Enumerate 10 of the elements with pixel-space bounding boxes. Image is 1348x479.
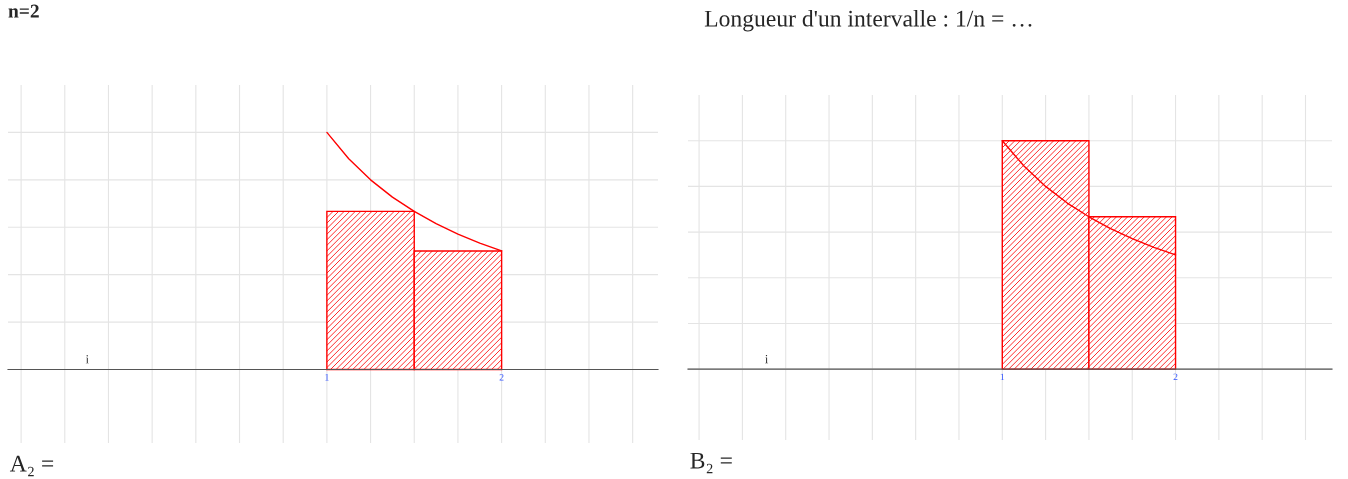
- chart-title: n=2: [8, 4, 39, 18]
- x-tick-label: 1: [1000, 373, 1005, 381]
- chart-title: Longueur d'un intervalle : 1/n = …: [704, 10, 1032, 32]
- x-tick-label: 2: [1173, 373, 1178, 381]
- x-tick-label: 2: [499, 373, 504, 381]
- text: A₂ =: [9, 455, 54, 477]
- annotation: i: [85, 355, 89, 364]
- text: B₂ =: [690, 452, 732, 474]
- annotation: i: [765, 354, 769, 364]
- x-tick-label: 1: [325, 374, 329, 381]
